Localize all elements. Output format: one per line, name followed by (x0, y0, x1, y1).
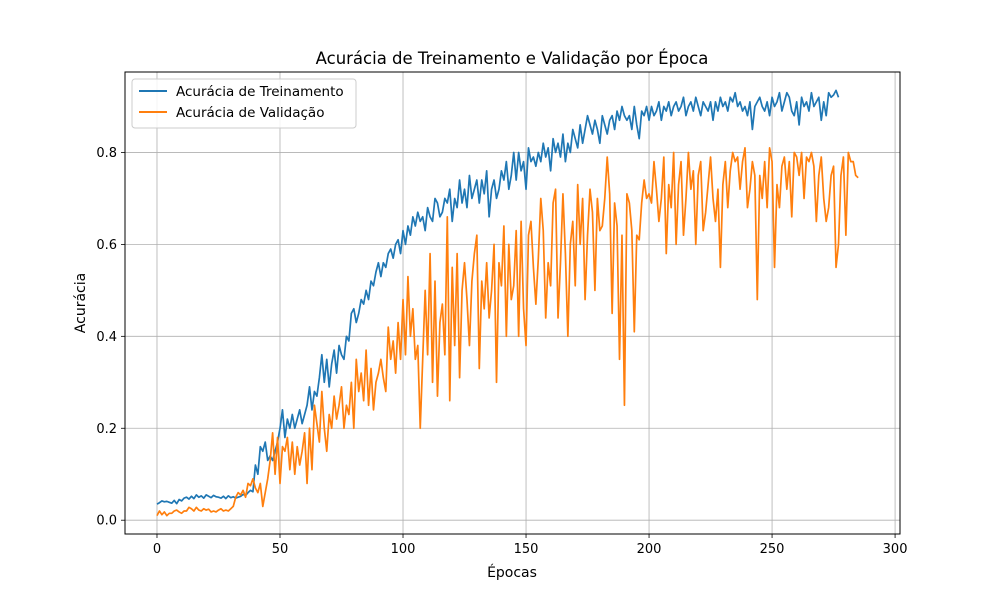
x-tick-label: 50 (272, 542, 289, 557)
y-tick-label: 0.2 (96, 422, 117, 437)
x-tick-label: 100 (391, 542, 416, 557)
series-layer (156, 89, 859, 517)
x-tick-label: 150 (514, 542, 539, 557)
chart-title: Acurácia de Treinamento e Validação por … (316, 49, 709, 68)
series-line-validacao (156, 147, 859, 517)
y-tick-label: 0.6 (96, 238, 117, 253)
x-tick-label: 250 (760, 542, 785, 557)
x-tick-label: 200 (637, 542, 662, 557)
legend-label: Acurácia de Treinamento (176, 84, 344, 100)
legend: Acurácia de Treinamento Acurácia de Valid… (131, 78, 357, 129)
y-tick-label: 0.8 (96, 146, 117, 161)
x-axis: 0 50 100 150 200 250 300 (153, 534, 908, 557)
y-tick-label: 0.0 (96, 514, 117, 529)
x-tick-label: 0 (153, 542, 161, 557)
y-axis: 0.0 0.2 0.4 0.6 0.8 (96, 146, 125, 529)
plot-frame (124, 71, 901, 535)
legend-box (131, 78, 357, 129)
legend-label: Acurácia de Validação (176, 105, 324, 121)
y-tick-label: 0.4 (96, 330, 117, 345)
x-tick-label: 300 (883, 542, 908, 557)
y-axis-label: Acurácia (73, 273, 89, 333)
x-axis-label: Épocas (487, 564, 537, 581)
